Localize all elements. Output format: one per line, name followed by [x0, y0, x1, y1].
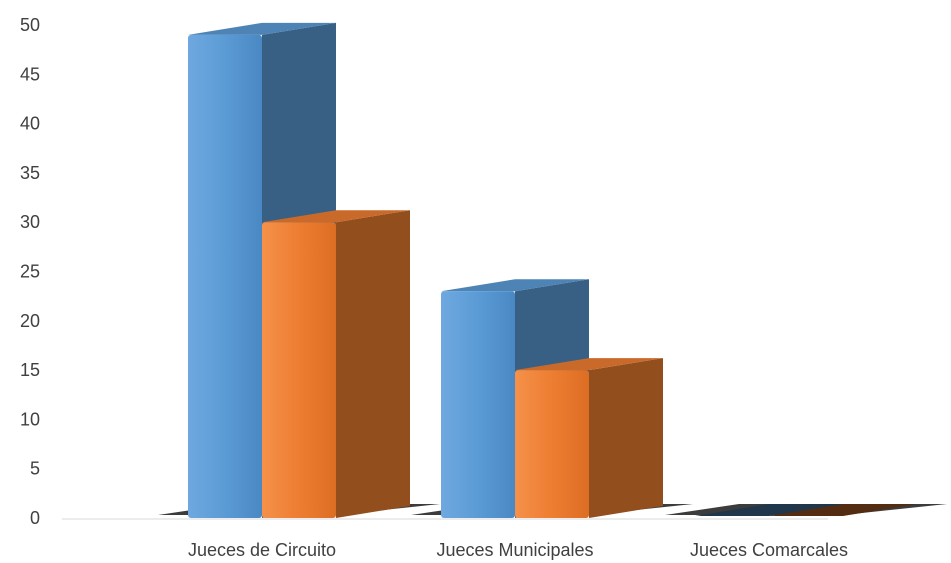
y-tick-label: 25: [20, 262, 40, 282]
y-tick-label: 5: [30, 459, 40, 479]
bar-top: [262, 210, 410, 223]
bar-side: [336, 210, 410, 518]
y-tick-label: 50: [20, 15, 40, 35]
axis-layer: 0 5 10 15 20 25 30 35 40 45 50: [20, 15, 828, 528]
bar-front: [441, 291, 515, 518]
bar-side: [589, 358, 663, 518]
y-tick-label: 10: [20, 409, 40, 429]
bars-layer: [188, 22, 917, 519]
bar-top: [769, 504, 917, 516]
bar-top: [695, 504, 843, 516]
bar-front: [262, 222, 336, 518]
bar-top: [515, 358, 663, 371]
y-tick-label: 20: [20, 311, 40, 331]
bar: [695, 504, 843, 516]
bar-front: [188, 34, 262, 519]
bar: [515, 358, 663, 518]
category-label: Jueces de Circuito: [188, 540, 336, 560]
y-tick-label: 30: [20, 212, 40, 232]
category-label: Jueces Comarcales: [690, 540, 848, 560]
y-tick-label: 40: [20, 114, 40, 134]
y-tick-label: 15: [20, 360, 40, 380]
y-tick-label: 45: [20, 64, 40, 84]
y-tick-label: 0: [30, 508, 40, 528]
labels-layer: Jueces de Circuito Jueces Municipales Juec…: [188, 540, 848, 560]
bar: [769, 504, 917, 516]
bar-front: [515, 370, 589, 518]
bar-top: [188, 22, 336, 35]
category-label: Jueces Municipales: [436, 540, 593, 560]
bar: [262, 210, 410, 518]
bar-top: [441, 279, 589, 292]
y-tick-label: 35: [20, 163, 40, 183]
